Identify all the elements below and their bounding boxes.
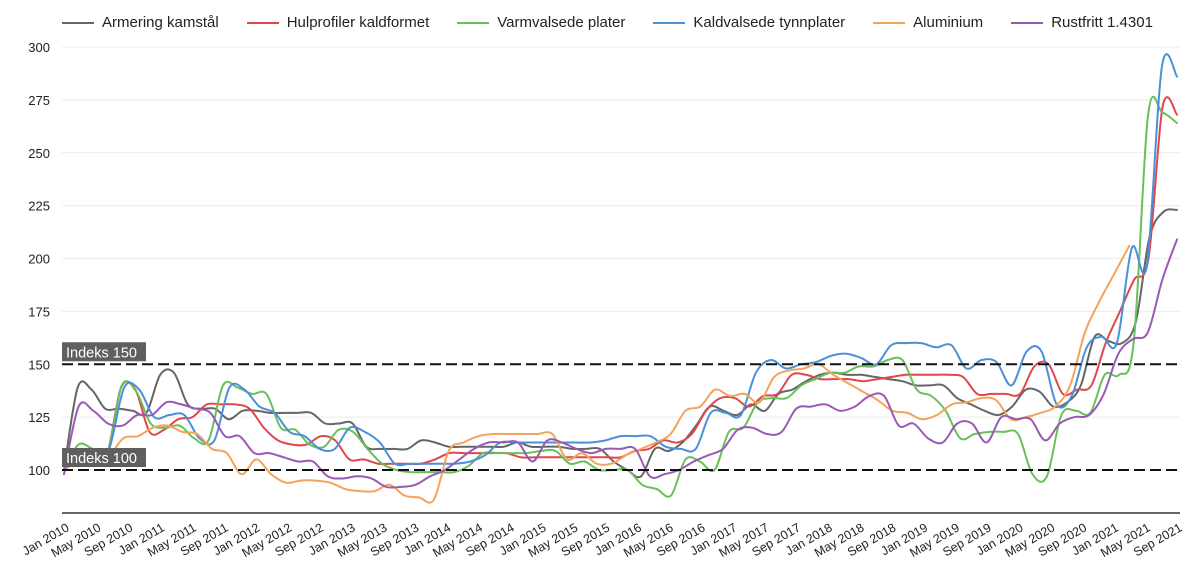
- legend-label: Varmvalsede plater: [497, 14, 626, 31]
- legend-item[interactable]: Hulprofiler kaldformet: [246, 14, 430, 31]
- chart-legend: Armering kamstål Hulprofiler kaldformet Va…: [62, 14, 1181, 31]
- series-line-3[interactable]: [63, 53, 1178, 471]
- y-tick-label: 100: [28, 463, 50, 478]
- legend-label: Kaldvalsede tynnplater: [693, 14, 846, 31]
- legend-label: Hulprofiler kaldformet: [286, 14, 430, 31]
- series-line-0[interactable]: [63, 208, 1178, 479]
- y-tick-label: 200: [28, 252, 50, 267]
- y-tick-label: 275: [28, 93, 50, 108]
- reference-label: Indeks 100: [66, 451, 137, 467]
- reference-label: Indeks 150: [66, 345, 137, 361]
- legend-item[interactable]: Rustfritt 1.4301: [1011, 14, 1153, 31]
- y-axis: 100 125 150 175 200 225 250 275 300: [28, 40, 50, 478]
- legend-label: Armering kamstål: [102, 14, 219, 31]
- legend-item[interactable]: Varmvalsede plater: [457, 14, 625, 31]
- y-tick-label: 250: [28, 146, 50, 161]
- legend-item[interactable]: Armering kamstål: [62, 14, 219, 31]
- y-tick-label: 300: [28, 40, 50, 55]
- reference-label-background: [62, 448, 146, 467]
- legend-label: Aluminium: [913, 14, 984, 31]
- series-layer: [63, 53, 1178, 504]
- legend-item[interactable]: Aluminium: [873, 14, 983, 31]
- y-tick-label: 175: [28, 304, 50, 319]
- y-tick-label: 225: [28, 199, 50, 214]
- legend-label: Rustfritt 1.4301: [1051, 14, 1153, 31]
- series-line-5[interactable]: [63, 238, 1178, 489]
- legend-swatch: [1011, 21, 1044, 24]
- legend-swatch: [653, 21, 686, 24]
- series-line-4[interactable]: [63, 244, 1131, 504]
- legend-item[interactable]: Kaldvalsede tynnplater: [653, 14, 845, 31]
- legend-swatch: [246, 21, 279, 24]
- legend-swatch: [873, 21, 906, 24]
- reference-lines: Indeks 150 Indeks 100: [62, 342, 1180, 471]
- legend-swatch: [62, 21, 94, 24]
- y-tick-label: 125: [28, 410, 50, 425]
- y-tick-label: 150: [28, 357, 50, 372]
- legend-swatch: [457, 21, 490, 24]
- reference-label-background: [62, 342, 146, 362]
